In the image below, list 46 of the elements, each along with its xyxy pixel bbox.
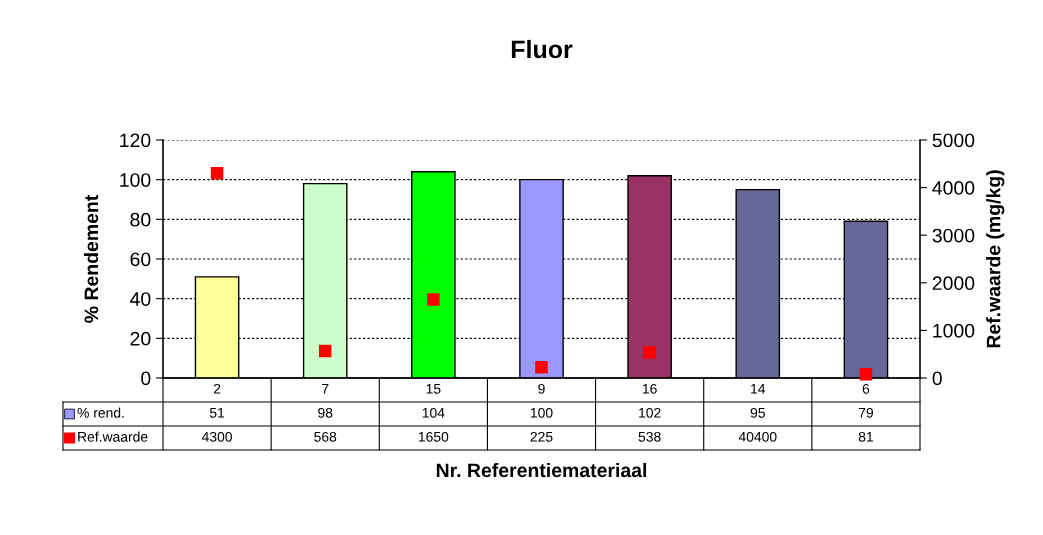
y2-tick-label: 0 — [932, 371, 942, 386]
data-label: 98 — [318, 407, 333, 418]
y2-tick-label: 4000 — [932, 181, 975, 195]
x-tick-label: 15 — [426, 384, 441, 394]
y-tick-label: 0 — [141, 371, 151, 386]
legend-label: Ref.waarde — [78, 431, 148, 442]
data-label: 51 — [209, 408, 225, 418]
x-tick-label: 9 — [538, 383, 545, 394]
y-tick-label: 80 — [130, 212, 151, 227]
x-tick-label: 16 — [642, 383, 657, 394]
x-tick-label: 6 — [862, 383, 870, 394]
x-axis-title: Nr. Referentiemateriaal — [436, 462, 647, 478]
point — [210, 167, 224, 180]
text: 40400 — [738, 431, 777, 442]
x-tick-label: 14 — [751, 384, 766, 394]
data-label: 225 — [530, 431, 553, 442]
y2-axis-title: Ref.waarde (mg/kg) — [986, 170, 1005, 348]
y-tick-label: 120 — [120, 133, 151, 148]
x-tick-label: 2 — [213, 383, 221, 394]
y2-tick-label: 3000 — [932, 228, 975, 243]
data-label: 4300 — [201, 431, 232, 442]
y2-tick-label: 2000 — [932, 276, 975, 291]
y2-tick-label: 5000 — [932, 133, 975, 148]
data-label: 79 — [858, 407, 873, 418]
point — [427, 293, 440, 306]
data-label: 568 — [314, 431, 337, 442]
y2-tick-label: 1000 — [933, 323, 975, 338]
y-tick-label: 60 — [130, 252, 151, 267]
y-axis-title: % Rendement — [83, 194, 99, 323]
point — [859, 367, 873, 381]
data-label: 100 — [530, 407, 553, 418]
data-label: 81 — [858, 431, 873, 442]
legend-label: % rend. — [77, 407, 124, 418]
data-label: 104 — [422, 407, 445, 418]
point — [643, 346, 656, 359]
y-tick-label: 40 — [130, 292, 151, 306]
data-label: 95 — [750, 407, 765, 418]
data-label: 102 — [639, 407, 661, 418]
point — [535, 361, 548, 374]
data-label: 538 — [638, 431, 661, 442]
point — [318, 344, 332, 358]
y-tick-label: 100 — [120, 173, 151, 187]
chart-title: Fluor — [511, 39, 573, 59]
x-tick-label: 7 — [322, 384, 329, 394]
y-tick-label: 20 — [130, 331, 151, 346]
data-label: 1650 — [418, 431, 449, 442]
